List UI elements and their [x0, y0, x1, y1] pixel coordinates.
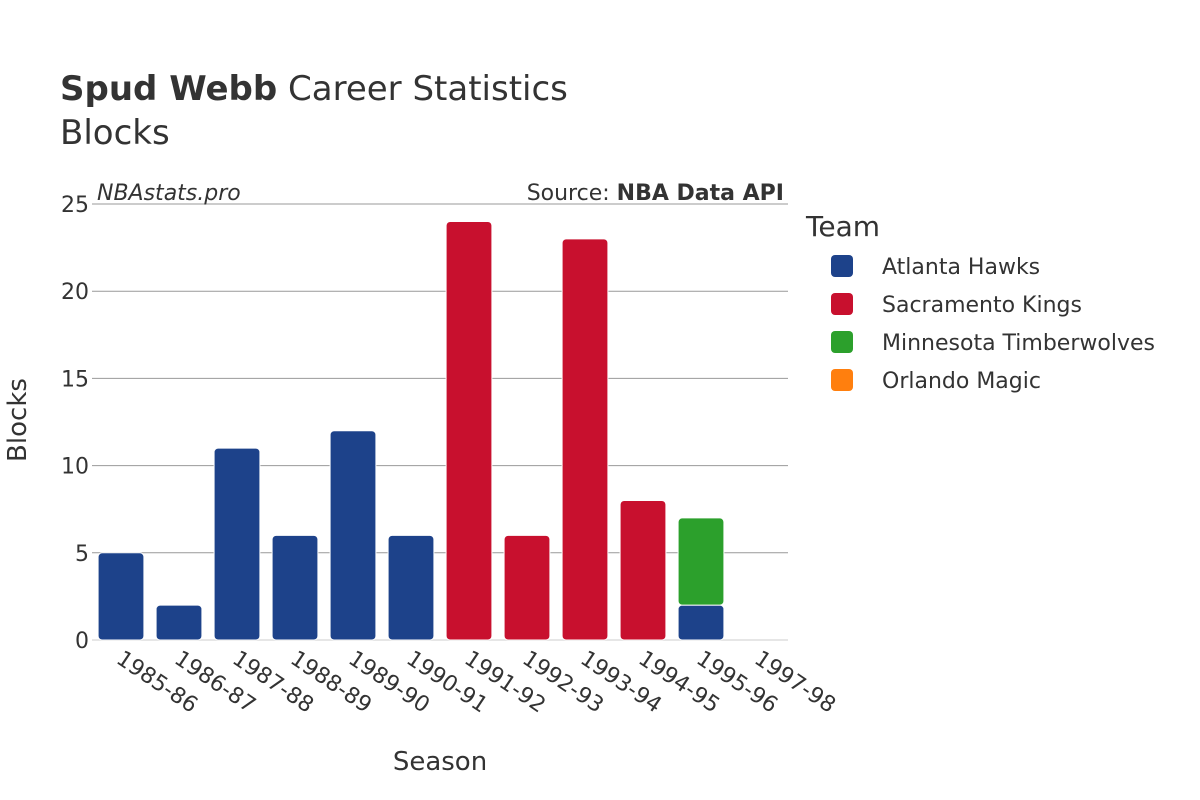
bar-atlanta-hawks — [155, 604, 203, 641]
y-tick-label: 10 — [61, 455, 89, 480]
legend-swatch — [831, 331, 853, 353]
bar-atlanta-hawks — [213, 447, 261, 641]
x-tick-labels: 1985-861986-871987-881988-891989-901990-… — [112, 646, 840, 718]
chart-title-player: Spud Webb — [60, 69, 277, 109]
legend-title: Team — [805, 210, 880, 243]
legend-label: Orlando Magic — [882, 369, 1041, 394]
y-tick-label: 15 — [61, 367, 89, 392]
source-prefix: Source: — [527, 181, 617, 206]
legend-label: Minnesota Timberwolves — [882, 331, 1155, 356]
bar-atlanta-hawks — [329, 430, 377, 641]
grid — [92, 203, 788, 641]
watermark: NBAstats.pro — [97, 181, 241, 206]
chart-title: Spud Webb Career Statistics — [60, 69, 568, 109]
legend: Team Atlanta Hawks Sacramento Kings Minnes… — [805, 210, 1155, 394]
bar-minnesota-timberwolves — [677, 517, 725, 606]
y-tick-labels: 0 5 10 15 20 25 — [61, 193, 89, 654]
legend-swatch — [831, 255, 853, 277]
source-label: Source: NBA Data API — [527, 181, 784, 206]
bar-sacramento-kings — [619, 499, 667, 641]
x-axis-title: Season — [393, 747, 487, 777]
bars — [97, 220, 725, 641]
legend-label: Sacramento Kings — [882, 293, 1082, 318]
legend-label: Atlanta Hawks — [882, 255, 1040, 280]
chart-title-rest: Career Statistics — [277, 69, 568, 109]
y-tick-label: 20 — [61, 280, 89, 305]
bar-atlanta-hawks — [271, 534, 319, 641]
bar-atlanta-hawks — [97, 552, 145, 641]
legend-swatch — [831, 293, 853, 315]
bar-sacramento-kings — [561, 238, 609, 641]
bar-atlanta-hawks — [677, 604, 725, 641]
y-tick-label: 0 — [75, 629, 89, 654]
y-axis-title: Blocks — [3, 378, 33, 462]
bar-sacramento-kings — [503, 534, 551, 641]
y-tick-label: 5 — [75, 542, 89, 567]
source-name: NBA Data API — [617, 181, 784, 206]
bar-atlanta-hawks — [387, 534, 435, 641]
y-tick-label: 25 — [61, 193, 89, 218]
bar-sacramento-kings — [445, 220, 493, 641]
chart-subtitle: Blocks — [60, 113, 170, 153]
legend-swatch — [831, 369, 853, 391]
